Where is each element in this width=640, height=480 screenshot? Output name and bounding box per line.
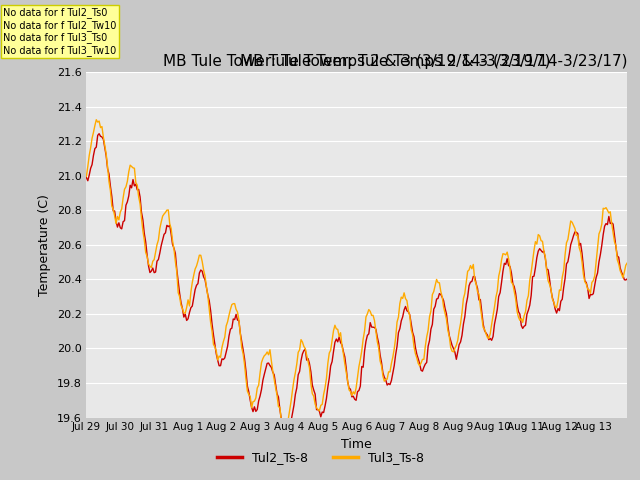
Tul3_Ts-8 [92, 117, 100, 122]
Tul3_Ts-8 [551, 304, 559, 310]
Tul2_Ts-8 [551, 306, 559, 312]
Tul3_Ts-8 [623, 260, 631, 266]
Text: No data for f Tul2_Ts0
No data for f Tul2_Tw10
No data for f Tul3_Ts0
No data fo: No data for f Tul2_Ts0 No data for f Tul… [3, 7, 116, 56]
Tul3_Ts-8 [102, 151, 110, 157]
Tul3_Ts-8 [279, 422, 287, 428]
Line: Tul2_Ts-8: Tul2_Ts-8 [86, 134, 627, 432]
Text: MB Tule Tower: Tule Temps 2 & 3 (3/19/14-3/23/17): MB Tule Tower: Tule Temps 2 & 3 (3/19/14… [240, 54, 627, 70]
Tul2_Ts-8 [119, 219, 127, 225]
Tul2_Ts-8 [364, 333, 371, 338]
Title: MB Tule Tower: Tule Temps 2 & 3 (3/19/14-3/23/17): MB Tule Tower: Tule Temps 2 & 3 (3/19/14… [163, 54, 550, 70]
Tul2_Ts-8 [622, 277, 630, 283]
Tul2_Ts-8 [102, 153, 110, 159]
Tul3_Ts-8 [622, 263, 630, 268]
Tul3_Ts-8 [471, 277, 479, 283]
Tul2_Ts-8 [623, 276, 631, 282]
Tul2_Ts-8 [471, 274, 479, 279]
Tul2_Ts-8 [284, 429, 292, 434]
X-axis label: Time: Time [341, 438, 372, 451]
Tul2_Ts-8 [95, 131, 103, 137]
Tul2_Ts-8 [83, 175, 90, 180]
Legend: Tul2_Ts-8, Tul3_Ts-8: Tul2_Ts-8, Tul3_Ts-8 [211, 446, 429, 469]
Tul3_Ts-8 [364, 311, 371, 317]
Tul3_Ts-8 [119, 195, 127, 201]
Tul3_Ts-8 [83, 173, 90, 179]
Y-axis label: Temperature (C): Temperature (C) [38, 194, 51, 296]
Line: Tul3_Ts-8: Tul3_Ts-8 [86, 120, 627, 425]
